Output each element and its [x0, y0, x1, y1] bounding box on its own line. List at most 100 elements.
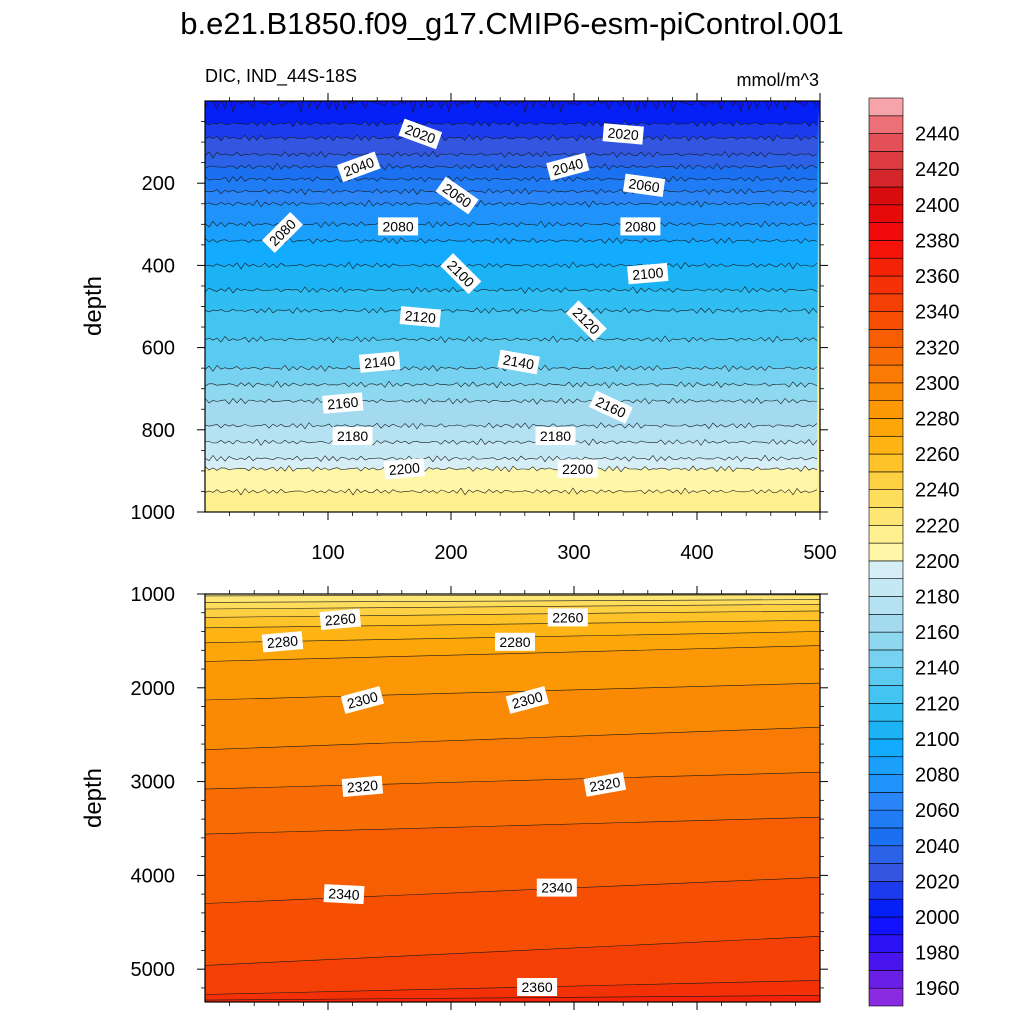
colorbar-box: [868, 667, 904, 686]
lower-y-tick-label: 4000: [131, 865, 176, 887]
colorbar-box: [868, 329, 904, 348]
lower-contour-line: [205, 980, 820, 995]
upper-contour-label-box: [435, 176, 479, 215]
lower-plot-frame: [204, 593, 821, 1003]
upper-contour-label-box: [440, 253, 482, 295]
upper-contour-label-box: [623, 173, 666, 197]
colorbar-boxes: [868, 97, 904, 1007]
colorbar-label: 2120: [915, 693, 960, 715]
upper-contour-label-text: 2020: [607, 125, 640, 144]
colorbar-label: 1960: [915, 978, 960, 1000]
colorbar-box: [868, 774, 904, 793]
upper-contour-line: [205, 175, 818, 183]
colorbar-labels: 1960 1980 2000 2020 2040 2060 2080 2100 2120 2140…: [915, 124, 960, 1001]
lower-contour-line: [205, 995, 820, 1001]
upper-contour-label-text: 2180: [337, 428, 368, 444]
upper-contour-line: [205, 422, 818, 430]
lower-contour-label: 2300: [340, 686, 385, 714]
upper-contour-label-box: [602, 123, 644, 145]
upper-y-axis-label: depth: [80, 276, 107, 336]
colorbar-label: 2240: [915, 480, 960, 502]
colorbar-box: [868, 453, 904, 473]
lower-contour-label: 2280: [261, 631, 304, 653]
colorbar-box: [868, 346, 904, 366]
colorbar-box: [868, 560, 904, 580]
upper-contour-label: 2020: [602, 123, 644, 145]
lower-y-tick-label: 2000: [131, 678, 176, 700]
colorbar-box: [868, 168, 904, 188]
colorbar-box: [868, 614, 904, 633]
colorbar-box: [868, 364, 904, 384]
lower-contour-label-text: 2320: [588, 774, 622, 795]
colorbar-box: [868, 186, 904, 206]
lower-contour-line: [205, 936, 820, 966]
colorbar-label: 2140: [915, 658, 960, 680]
colorbar-box: [868, 293, 904, 312]
upper-contour-label: 2120: [399, 306, 442, 328]
lower-contour-labels: 2260 2260 2280 2280 2300 2300 2320 2320 2340 2340…: [261, 608, 627, 996]
lower-contour-line: [205, 610, 820, 618]
upper-contour-label: 2040: [546, 152, 590, 181]
lower-contour-label-text: 2280: [499, 634, 530, 650]
upper-contour-line: [205, 220, 818, 229]
colorbar-box: [868, 631, 904, 651]
lower-contour-label-text: 2340: [328, 885, 360, 903]
colorbar-label: 2180: [915, 587, 960, 609]
colorbar-label: 2300: [915, 373, 960, 395]
lower-contour-label: 2260: [319, 608, 362, 631]
upper-x-tick-label: 500: [803, 542, 836, 564]
colorbar-label: 2440: [915, 124, 960, 146]
lower-contour-label-box: [319, 608, 362, 631]
upper-contour-line: [205, 397, 818, 405]
lower-contour-label: 2260: [547, 608, 588, 627]
lower-contour-label-box: [495, 632, 535, 651]
upper-fill-band: [205, 101, 820, 127]
lower-contour-label-text: 2300: [345, 688, 379, 712]
lower-contour-label: 2320: [583, 772, 627, 797]
colorbar-box: [868, 418, 904, 437]
upper-contour-label-box: [399, 306, 442, 328]
lower-y-tick-label: 3000: [131, 772, 176, 794]
colorbar-box: [868, 827, 904, 847]
upper-contour-label-text: 2040: [551, 155, 585, 179]
colorbar-label: 2220: [915, 515, 960, 537]
lower-contour-label-box: [547, 608, 588, 627]
figure-title: b.e21.B1850.f09_g17.CMIP6-esm-piControl.…: [180, 6, 843, 41]
upper-contour-line: [205, 134, 818, 142]
lower-contour-line: [205, 877, 820, 904]
upper-contour-label-box: [557, 459, 598, 478]
upper-contour-label-text: 2160: [327, 394, 360, 413]
colorbar-label: 2320: [915, 337, 960, 359]
colorbar-box: [868, 240, 904, 259]
upper-contour-line: [205, 261, 818, 270]
colorbar-label: 2020: [915, 871, 960, 893]
upper-contour-label-text: 2100: [632, 264, 665, 283]
upper-y-tick-label: 400: [142, 255, 175, 277]
colorbar-label: 1980: [915, 943, 960, 965]
upper-contour-label: 2140: [358, 351, 401, 373]
colorbar-box: [868, 952, 904, 971]
colorbar-label: 2080: [915, 765, 960, 787]
lower-contour-label: 2280: [495, 632, 535, 651]
colorbar-box: [868, 257, 904, 277]
upper-y-tick-label: 800: [142, 420, 175, 442]
lower-y-axis-label: depth: [80, 768, 107, 828]
colorbar-box: [868, 970, 904, 989]
lower-contour-label-box: [505, 686, 549, 714]
colorbar-label: 2400: [915, 195, 960, 217]
lower-contour-label-box: [341, 775, 384, 798]
colorbar-box: [868, 863, 904, 882]
upper-contour-line: [205, 150, 818, 159]
upper-contour-label-text: 2120: [404, 307, 437, 326]
lower-contour-line: [205, 603, 820, 610]
lower-contour-label-box: [583, 772, 627, 797]
colorbar-box: [868, 596, 904, 615]
upper-contour-label-box: [588, 390, 633, 424]
subtitle-right: mmol/m^3: [737, 70, 819, 90]
upper-contour-label-box: [620, 217, 661, 236]
lower-contour-label-text: 2320: [346, 777, 379, 796]
upper-contour-line: [205, 237, 818, 245]
upper-contour-label: 2200: [557, 459, 598, 478]
upper-contour-label: 2160: [322, 392, 364, 414]
